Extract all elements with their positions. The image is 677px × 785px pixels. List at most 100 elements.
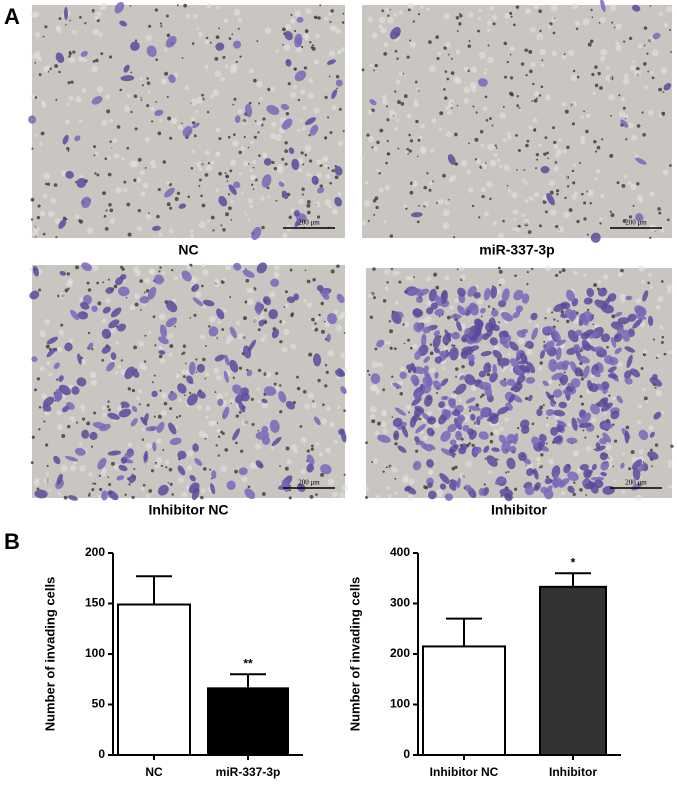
cell	[520, 352, 528, 363]
pore	[176, 191, 181, 195]
pore	[53, 183, 58, 187]
pore	[100, 52, 104, 56]
speck	[214, 70, 222, 78]
speck	[583, 273, 587, 278]
pore	[113, 284, 118, 289]
cell	[451, 331, 461, 340]
pore	[315, 493, 318, 496]
speck	[394, 300, 399, 305]
y-tick-label: 0	[403, 747, 410, 761]
pore	[133, 468, 136, 471]
speck	[521, 178, 526, 183]
speck	[275, 134, 282, 142]
cell	[242, 269, 255, 278]
pore	[481, 194, 485, 199]
pore	[579, 488, 583, 492]
pore	[306, 279, 311, 284]
pore	[162, 449, 165, 451]
cell	[414, 350, 422, 360]
pore	[45, 344, 50, 349]
pore	[506, 184, 509, 187]
cell	[91, 96, 103, 105]
cell	[152, 441, 157, 452]
speck	[650, 70, 655, 75]
pore	[566, 145, 570, 150]
pore	[313, 15, 318, 19]
pore	[201, 203, 206, 208]
pore	[124, 493, 127, 496]
speck	[241, 120, 247, 125]
pore	[386, 281, 389, 284]
speck	[232, 140, 239, 147]
cell	[140, 416, 148, 426]
cell	[294, 70, 307, 82]
speck	[145, 442, 153, 450]
speck	[469, 81, 477, 89]
pore	[394, 90, 397, 93]
cell	[306, 463, 314, 473]
pore	[240, 449, 244, 453]
speck	[156, 457, 163, 464]
speck	[126, 94, 131, 98]
speck	[426, 300, 432, 306]
cell	[62, 405, 69, 413]
speck	[138, 97, 142, 102]
cell	[570, 378, 581, 388]
speck	[35, 32, 41, 38]
pore	[273, 166, 278, 171]
speck	[489, 6, 495, 11]
speck	[523, 218, 530, 225]
cell	[407, 288, 421, 296]
speck	[147, 90, 151, 94]
cell	[533, 468, 539, 480]
pore	[610, 213, 615, 218]
cell	[459, 375, 465, 381]
pore	[669, 51, 672, 53]
cell	[186, 375, 194, 384]
pore	[225, 212, 229, 217]
cell	[177, 465, 186, 476]
speck	[301, 126, 306, 131]
speck	[158, 345, 163, 351]
pore	[585, 494, 588, 496]
speck	[166, 180, 171, 186]
pore	[385, 466, 388, 469]
pore	[215, 444, 218, 447]
speck	[80, 359, 87, 365]
pore	[55, 236, 58, 239]
cell	[270, 278, 280, 288]
cell	[263, 386, 277, 396]
cell	[602, 422, 613, 429]
cell	[586, 288, 595, 298]
pore	[317, 16, 321, 20]
pore	[403, 94, 408, 98]
pore	[666, 218, 670, 222]
pore	[97, 301, 102, 306]
pore	[454, 132, 458, 137]
cell	[426, 459, 434, 468]
pore	[543, 340, 546, 343]
pore	[133, 94, 138, 98]
speck	[274, 386, 280, 392]
speck	[387, 17, 394, 24]
cell	[53, 362, 60, 369]
pore	[288, 496, 292, 500]
cell	[192, 297, 204, 307]
pore	[587, 42, 592, 47]
pore	[120, 359, 123, 362]
pore	[68, 50, 72, 54]
cell	[545, 391, 555, 403]
cell	[241, 393, 250, 402]
speck	[240, 146, 246, 151]
pore	[576, 219, 580, 224]
cell	[653, 411, 662, 420]
cell	[393, 430, 400, 441]
cell	[46, 336, 59, 345]
speck	[191, 149, 196, 154]
pore	[544, 136, 548, 140]
pore	[536, 158, 539, 161]
image-label: miR-337-3p	[479, 242, 554, 258]
speck	[246, 298, 254, 306]
pore	[382, 299, 387, 303]
cell	[245, 103, 253, 118]
